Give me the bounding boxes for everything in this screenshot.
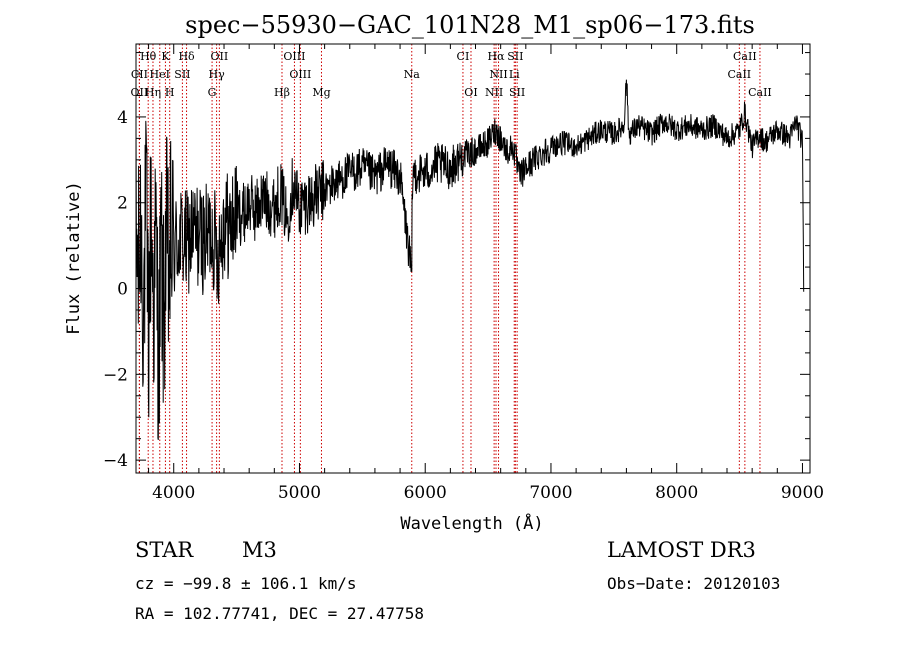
x-tick-label: 4000 (152, 483, 195, 503)
line-marker-label: Hα (487, 50, 505, 63)
redshift-velocity: cz = −99.8 ± 106.1 km/s (135, 574, 357, 593)
line-marker-label: H (165, 86, 175, 99)
survey-name: LAMOST DR3 (607, 538, 756, 562)
observation-date: Obs−Date: 20120103 (607, 574, 781, 593)
y-tick-label: 0 (117, 280, 128, 300)
line-marker-label: G (208, 86, 217, 99)
line-marker-label: Hγ (209, 68, 226, 81)
line-marker-label: Hβ (274, 86, 290, 99)
line-marker-label: K (161, 50, 170, 63)
line-marker-label: OII (131, 86, 149, 99)
object-subclass: M3 (242, 538, 277, 562)
line-marker-label: Hδ (178, 50, 195, 63)
line-marker-label: CaII (748, 86, 772, 99)
x-tick-label: 5000 (278, 483, 321, 503)
line-marker-label: CI (457, 50, 470, 63)
line-marker-label: HeI (150, 68, 170, 81)
y-tick-label: 2 (117, 194, 128, 214)
x-tick-label: 8000 (655, 483, 698, 503)
line-marker-label: SII (507, 50, 523, 63)
line-marker-label: Hθ (140, 50, 157, 63)
y-tick-label: 4 (117, 108, 128, 128)
plot-frame (135, 43, 811, 474)
spectrum-line (135, 79, 805, 441)
line-marker-label: Li (509, 68, 520, 81)
x-tick-label: 6000 (404, 483, 447, 503)
line-marker-label: OIII (283, 50, 305, 63)
line-marker-label: SII (174, 68, 190, 81)
line-marker-label: NII (489, 68, 507, 81)
line-marker-label: Mg (312, 86, 330, 99)
x-axis-label: Wavelength (Å) (400, 512, 543, 534)
y-tick-label: −4 (103, 451, 128, 471)
line-marker-label: CaII (727, 68, 751, 81)
spectral-line-markers (138, 44, 761, 473)
spectrum-layer (135, 79, 805, 441)
line-marker-label: OIII (289, 68, 311, 81)
axis-ticks: 4000 5000 6000 7000 8000 9000 −4 −2 0 2 4 (103, 44, 824, 503)
line-marker-label: NII (485, 86, 503, 99)
object-class: STAR (135, 538, 194, 562)
coordinates: RA = 102.77741, DEC = 27.47758 (135, 604, 424, 623)
line-marker-label: CaII (733, 50, 757, 63)
x-tick-label: 9000 (781, 483, 824, 503)
line-marker-label: OI (464, 86, 477, 99)
y-tick-label: −2 (103, 365, 128, 385)
line-marker-label: Na (404, 68, 421, 81)
chart-title: spec−55930−GAC_101N28_M1_sp06−173.fits (185, 11, 755, 39)
line-marker-label: Hη (145, 86, 161, 99)
line-marker-label: OII (211, 50, 229, 63)
line-marker-label: SII (509, 86, 525, 99)
y-axis-label: Flux (relative) (64, 181, 84, 335)
x-tick-label: 7000 (529, 483, 572, 503)
